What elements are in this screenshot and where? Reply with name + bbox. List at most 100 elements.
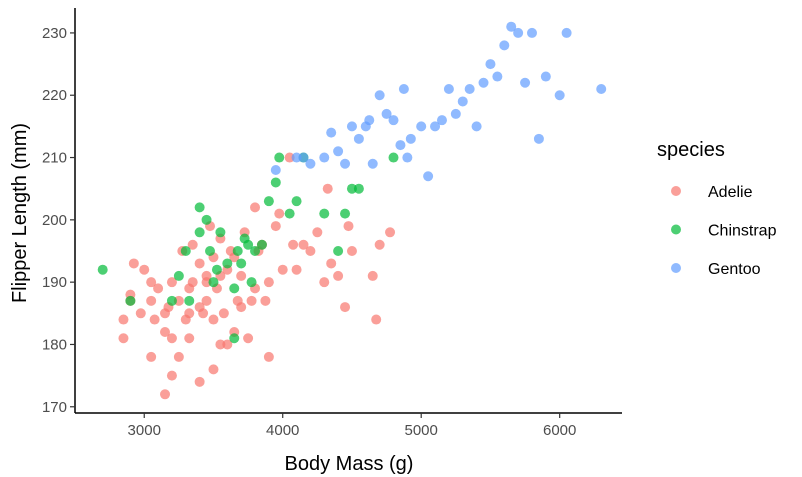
data-point [326, 258, 337, 269]
data-point [284, 208, 295, 219]
legend-label: Gentoo [708, 261, 761, 278]
y-tick-label: 170 [42, 399, 67, 416]
data-point [194, 376, 205, 387]
data-point [388, 115, 399, 126]
data-point [333, 270, 344, 281]
data-point [222, 258, 233, 269]
data-point [166, 295, 177, 306]
data-point [184, 295, 195, 306]
data-point [343, 221, 354, 232]
data-point [160, 327, 171, 337]
legend-label: Adelie [708, 184, 753, 201]
data-point [457, 96, 468, 107]
data-point [201, 277, 212, 288]
data-point [533, 133, 544, 144]
data-point [291, 152, 302, 163]
legend-item-chinstrap: Chinstrap [671, 223, 777, 240]
data-point [205, 246, 216, 256]
data-point [135, 308, 146, 319]
data-point [236, 258, 247, 269]
y-tick-label: 230 [42, 25, 67, 42]
data-point [430, 121, 441, 132]
data-point [333, 246, 344, 256]
data-point [312, 227, 323, 238]
data-point [208, 277, 219, 288]
x-axis-ticks: 3000 4000 5000 6000 [128, 413, 576, 439]
data-point [166, 333, 177, 344]
data-point [180, 246, 191, 256]
data-point [184, 333, 195, 344]
data-point [322, 183, 333, 194]
y-tick-label: 200 [42, 212, 67, 229]
data-point [194, 202, 205, 213]
y-tick-label: 220 [42, 87, 67, 104]
data-point [222, 339, 233, 350]
data-point [554, 90, 565, 101]
data-point [596, 84, 607, 94]
data-point [353, 133, 364, 144]
data-point [97, 264, 108, 275]
legend-title: species [657, 139, 725, 161]
data-point [274, 152, 285, 163]
data-point [416, 121, 427, 132]
data-point [246, 277, 257, 288]
data-point [291, 264, 302, 275]
data-point [243, 239, 254, 250]
data-point [146, 295, 157, 306]
data-point [346, 121, 357, 132]
data-point [149, 314, 160, 325]
data-point [139, 264, 150, 275]
data-point [284, 152, 295, 163]
data-point [478, 77, 489, 88]
data-point [236, 302, 247, 313]
data-point [520, 77, 531, 88]
data-point [146, 351, 157, 362]
data-point [260, 295, 271, 306]
data-point [153, 283, 164, 294]
data-point [211, 264, 222, 275]
data-point [395, 140, 406, 151]
data-point [443, 84, 454, 94]
legend-key [671, 186, 681, 196]
data-point [385, 227, 396, 238]
legend-key [671, 263, 681, 273]
data-point [305, 246, 316, 256]
data-point [374, 90, 385, 101]
data-point [198, 308, 209, 319]
data-point [367, 270, 378, 281]
data-point [402, 152, 413, 163]
data-point [250, 246, 261, 256]
data-point [274, 208, 285, 219]
data-point [371, 314, 382, 325]
data-point [353, 183, 364, 194]
data-point [263, 277, 274, 288]
data-point [270, 177, 281, 188]
data-point [128, 258, 139, 269]
data-point [381, 108, 392, 119]
legend-key [671, 224, 681, 235]
data-point [229, 283, 240, 294]
data-point [436, 115, 447, 126]
data-point [215, 339, 226, 350]
data-point [125, 295, 136, 306]
data-point [346, 183, 357, 194]
legend-item-gentoo: Gentoo [671, 261, 761, 278]
data-point [263, 196, 274, 207]
data-point [194, 227, 205, 238]
data-point [229, 333, 240, 344]
data-point [298, 239, 309, 250]
data-point [160, 389, 171, 400]
y-tick-label: 190 [42, 274, 67, 291]
y-axis-ticks: 170 180 190 200 210 220 230 [42, 25, 75, 416]
data-point [471, 121, 482, 132]
data-point [288, 239, 299, 250]
data-point [232, 246, 243, 256]
data-point [450, 108, 461, 119]
data-point [326, 127, 337, 138]
series-gentoo [270, 21, 607, 182]
data-point [277, 264, 288, 275]
data-point [201, 295, 212, 306]
data-point [208, 364, 219, 375]
plot-area [97, 21, 607, 400]
